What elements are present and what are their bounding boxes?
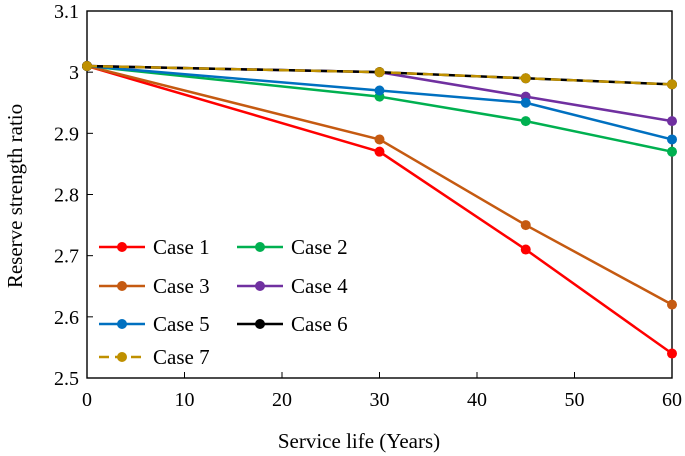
ticks: 0 10 20 30 40 50 60 2.5 2.6 2.7 2.8 2.9 3 3.1 bbox=[54, 1, 682, 411]
y-tick-label: 3.1 bbox=[54, 1, 79, 23]
series-case-7 bbox=[82, 61, 677, 90]
legend-item-case-2: Case 2 bbox=[237, 235, 348, 259]
data-point-case-7 bbox=[667, 79, 677, 90]
legend-label-case-1: Case 1 bbox=[153, 235, 210, 259]
data-point-case-3 bbox=[374, 134, 385, 145]
data-point-case-5 bbox=[520, 97, 531, 108]
data-point-case-7 bbox=[520, 73, 531, 84]
legend-item-case-3: Case 3 bbox=[99, 274, 210, 298]
x-tick-label: 40 bbox=[467, 389, 487, 411]
x-axis-label: Service life (Years) bbox=[278, 429, 440, 453]
y-tick-label: 2.7 bbox=[54, 246, 79, 268]
legend-item-case-7: Case 7 bbox=[99, 345, 210, 369]
x-tick-label: 0 bbox=[82, 389, 92, 411]
data-point-case-4 bbox=[667, 116, 677, 127]
series-line-case-3 bbox=[86, 64, 673, 306]
data-point-case-7 bbox=[82, 61, 92, 72]
series-line-case-5 bbox=[86, 64, 673, 141]
legend-label-case-7: Case 7 bbox=[153, 345, 210, 369]
legend-marker-case-1 bbox=[117, 242, 127, 252]
series-line-case-7 bbox=[86, 64, 673, 86]
data-point-case-3 bbox=[667, 299, 677, 310]
x-tick-label: 50 bbox=[565, 389, 585, 411]
y-tick-label: 3 bbox=[69, 62, 79, 84]
legend-marker-case-3 bbox=[117, 281, 127, 291]
data-point-case-3 bbox=[520, 220, 531, 231]
legend-label-case-6: Case 6 bbox=[291, 312, 348, 336]
data-point-case-1 bbox=[520, 244, 531, 255]
series-line-case-2 bbox=[86, 64, 673, 153]
legend-marker-case-4 bbox=[255, 281, 265, 291]
legend-marker-case-5 bbox=[117, 319, 127, 329]
x-tick-label: 10 bbox=[175, 389, 195, 411]
y-tick-label: 2.9 bbox=[54, 123, 79, 145]
legend-marker-case-7 bbox=[117, 352, 127, 362]
legend-marker-case-6 bbox=[255, 319, 265, 329]
y-tick-label: 2.8 bbox=[54, 185, 79, 207]
data-point-case-1 bbox=[374, 146, 385, 157]
legend: Case 1 Case 2 Case 3 Case 4 Case 5 Case 6 Case… bbox=[99, 235, 348, 369]
data-point-case-5 bbox=[374, 85, 385, 96]
series-layer bbox=[82, 61, 677, 359]
data-point-case-7 bbox=[374, 67, 385, 78]
legend-marker-case-2 bbox=[255, 242, 265, 252]
legend-item-case-4: Case 4 bbox=[237, 274, 348, 298]
y-axis-label: Reserve strength ratio bbox=[3, 104, 27, 288]
legend-item-case-6: Case 6 bbox=[237, 312, 348, 336]
legend-label-case-3: Case 3 bbox=[153, 274, 210, 298]
legend-label-case-2: Case 2 bbox=[291, 235, 348, 259]
data-point-case-2 bbox=[520, 116, 531, 127]
y-tick-label: 2.5 bbox=[54, 368, 79, 390]
x-tick-label: 30 bbox=[370, 389, 390, 411]
legend-item-case-1: Case 1 bbox=[99, 235, 210, 259]
x-tick-label: 20 bbox=[272, 389, 292, 411]
legend-label-case-5: Case 5 bbox=[153, 312, 210, 336]
legend-label-case-4: Case 4 bbox=[291, 274, 348, 298]
data-point-case-5 bbox=[667, 134, 677, 145]
legend-item-case-5: Case 5 bbox=[99, 312, 210, 336]
data-point-case-2 bbox=[667, 146, 677, 157]
series-line-case-1 bbox=[86, 64, 673, 355]
y-tick-label: 2.6 bbox=[54, 307, 79, 329]
x-tick-label: 60 bbox=[662, 389, 682, 411]
data-point-case-1 bbox=[667, 348, 677, 359]
